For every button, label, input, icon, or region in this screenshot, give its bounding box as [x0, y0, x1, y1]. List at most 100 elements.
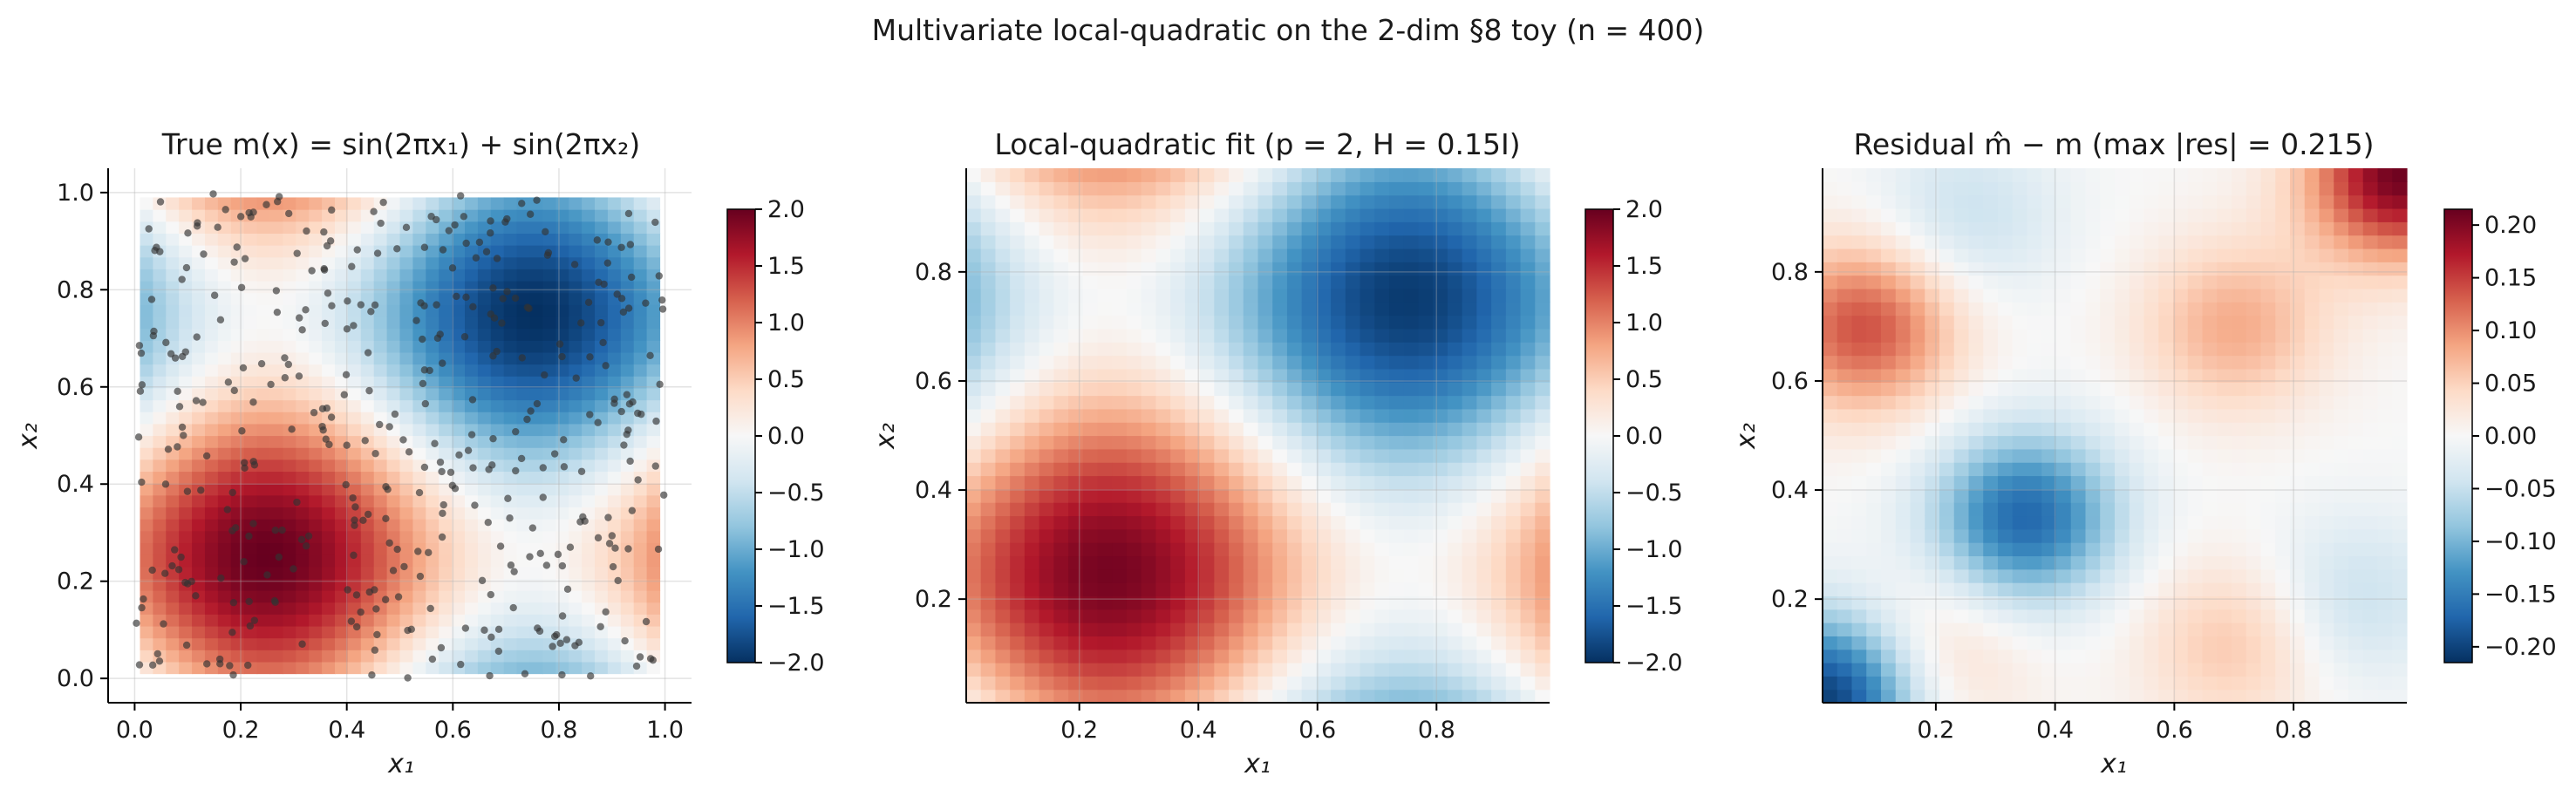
heatmap-cell [1910, 194, 1925, 209]
heatmap-cell [1170, 262, 1186, 276]
heatmap-cell [542, 519, 556, 532]
heatmap-cell [1910, 422, 1925, 437]
heatmap-cell [1024, 475, 1040, 490]
heatmap-cell [529, 376, 543, 389]
heatmap-cell [1998, 595, 2014, 610]
heatmap-cell [2115, 462, 2130, 477]
heatmap-cell [1229, 368, 1244, 383]
heatmap-cell [1462, 582, 1477, 596]
heatmap-cell [1998, 262, 2014, 276]
heatmap-cell [347, 483, 362, 496]
heatmap-cell [1331, 275, 1346, 289]
heatmap-cell [1155, 623, 1171, 636]
heatmap-cell [1243, 609, 1259, 623]
heatmap-cell [192, 435, 206, 448]
heatmap-cell [516, 256, 531, 269]
gridlines [108, 168, 692, 703]
heatmap-cell [1837, 194, 1853, 209]
heatmap-cell [1243, 422, 1259, 437]
heatmap-cell [646, 625, 661, 639]
scatter-point [367, 308, 375, 316]
heatmap-cell [2115, 328, 2130, 343]
heatmap-cell [633, 328, 648, 341]
heatmap-cell [633, 507, 648, 520]
heatmap-cell [1433, 181, 1448, 196]
heatmap-cell [646, 197, 661, 210]
heatmap-cell [1082, 663, 1099, 677]
heatmap-cell [582, 304, 596, 317]
heatmap-cell [1331, 689, 1346, 704]
scatter-point [357, 301, 365, 309]
heatmap-cell [1374, 181, 1390, 196]
heatmap-cell [516, 423, 531, 437]
heatmap-cell [1403, 355, 1420, 370]
heatmap-cell [1010, 528, 1026, 543]
heatmap-cell [166, 412, 180, 425]
heatmap-cell [1851, 676, 1867, 691]
heatmap-cell [1837, 542, 1853, 557]
heatmap-cell [1039, 582, 1054, 596]
heatmap-cell [1823, 515, 1838, 530]
heatmap-cell [503, 245, 518, 258]
heatmap-cell [1476, 262, 1492, 276]
scatter-point [267, 380, 275, 389]
heatmap-cell [2056, 582, 2072, 596]
heatmap-cell [1199, 636, 1215, 650]
heatmap-cell [1418, 408, 1434, 423]
heatmap-cell [1010, 609, 1026, 623]
heatmap-cell [1823, 676, 1838, 691]
heatmap-cell [465, 376, 479, 389]
heatmap-cell [140, 542, 153, 555]
heatmap-cell [1316, 435, 1332, 450]
heatmap-cell [179, 292, 193, 305]
heatmap-cell [2173, 462, 2189, 477]
heatmap-cell [2056, 194, 2072, 209]
heatmap-cell [1360, 502, 1375, 517]
heatmap-cell [1082, 288, 1099, 303]
scatter-point [350, 322, 358, 330]
scatter-point [246, 622, 255, 630]
heatmap-cell [1345, 168, 1361, 182]
heatmap-cell [347, 530, 362, 543]
scatter-point [237, 283, 246, 291]
heatmap-cell [426, 351, 440, 365]
heatmap-cell [1823, 502, 1838, 517]
heatmap-cell [1433, 435, 1448, 450]
heatmap-cell [1112, 395, 1128, 410]
heatmap-cell [1286, 488, 1303, 503]
heatmap-cell [1939, 689, 1955, 704]
heatmap-cell [1345, 689, 1361, 704]
heatmap-cell [1389, 315, 1405, 330]
heatmap-cell [426, 483, 440, 496]
heatmap-cell [1082, 275, 1099, 289]
heatmap-cell [1126, 382, 1142, 397]
heatmap-cell [2100, 623, 2116, 636]
heatmap-cell [269, 650, 283, 663]
heatmap-cell [140, 459, 153, 473]
heatmap-cell [995, 595, 1011, 610]
heatmap-cell [620, 328, 635, 341]
heatmap-cell [1837, 568, 1853, 583]
heatmap-cell [2027, 502, 2042, 517]
heatmap-cell [980, 528, 997, 543]
heatmap-cell [439, 233, 453, 246]
heatmap-cell [2070, 502, 2087, 517]
scatter-point [536, 549, 544, 558]
heatmap-cell [503, 650, 518, 663]
heatmap-cell [1953, 395, 1970, 410]
heatmap-cell [1433, 462, 1448, 477]
heatmap-cell [347, 566, 362, 579]
heatmap-cell [1010, 636, 1026, 650]
heatmap-cell [2012, 181, 2028, 196]
heatmap-cell [1010, 462, 1026, 477]
heatmap-cell [204, 507, 219, 520]
heatmap-cell [439, 423, 453, 437]
heatmap-cell [1389, 408, 1405, 423]
heatmap-cell [980, 315, 997, 330]
heatmap-cell [1505, 609, 1522, 623]
heatmap-cell [1837, 663, 1853, 677]
heatmap-cell [582, 602, 596, 615]
heatmap-cell [140, 530, 153, 543]
heatmap-cell [1097, 382, 1113, 397]
heatmap-cell [347, 459, 362, 473]
